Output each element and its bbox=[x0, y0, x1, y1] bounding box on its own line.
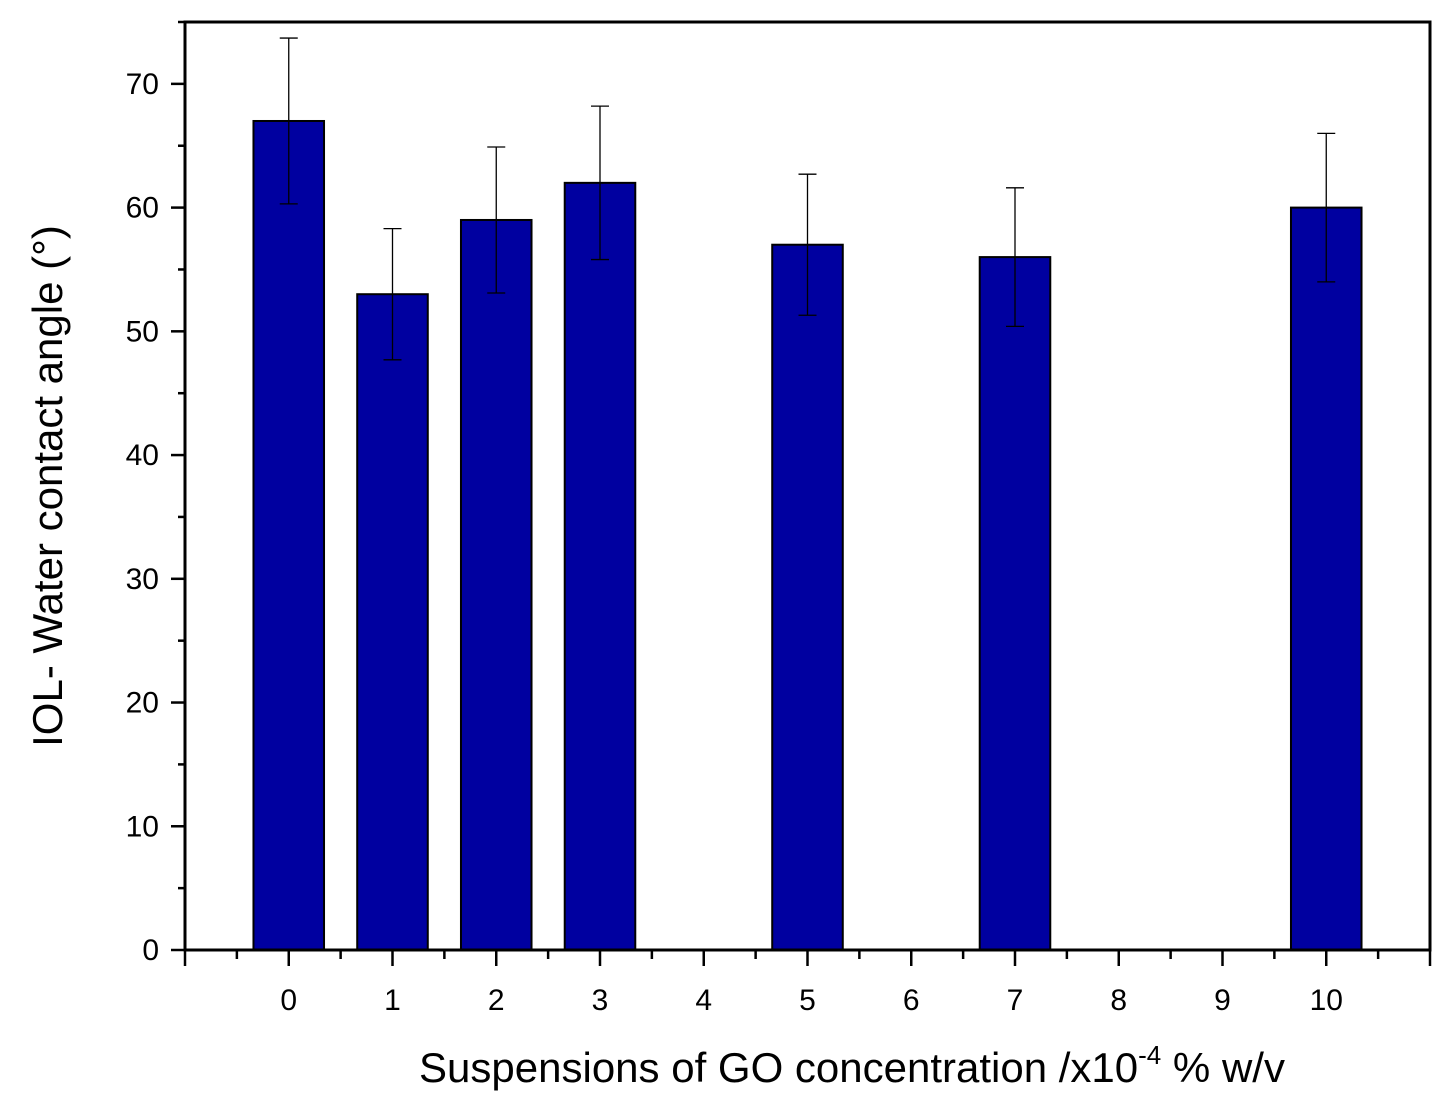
x-tick-label-0: 0 bbox=[280, 984, 297, 1017]
x-axis-title-superscript: -4 bbox=[1138, 1040, 1161, 1070]
x-tick-label-4: 4 bbox=[695, 984, 712, 1017]
x-tick-label-10: 10 bbox=[1310, 984, 1343, 1017]
y-tick-label-10: 10 bbox=[126, 810, 159, 843]
bar-3 bbox=[563, 181, 637, 951]
x-axis-title-main: Suspensions of GO concentration /x10 bbox=[419, 1044, 1138, 1091]
bar-7 bbox=[978, 256, 1052, 951]
x-tick-label-3: 3 bbox=[592, 984, 609, 1017]
x-axis-title: Suspensions of GO concentration /x10-4 %… bbox=[419, 1040, 1285, 1091]
x-tick-label-2: 2 bbox=[488, 984, 505, 1017]
y-tick-label-30: 30 bbox=[126, 563, 159, 596]
y-axis: 0 10 20 30 40 50 60 70 bbox=[126, 20, 185, 967]
x-axis: 0 1 2 3 4 5 6 7 8 9 10 bbox=[183, 950, 1432, 1017]
x-tick-label-1: 1 bbox=[384, 984, 401, 1017]
y-tick-label-0: 0 bbox=[142, 934, 159, 967]
y-tick-label-50: 50 bbox=[126, 315, 159, 348]
x-tick-label-5: 5 bbox=[799, 984, 816, 1017]
y-tick-label-60: 60 bbox=[126, 192, 159, 225]
bar-2 bbox=[459, 218, 533, 951]
bar-0 bbox=[252, 119, 326, 951]
bar-10 bbox=[1289, 206, 1363, 952]
y-tick-label-20: 20 bbox=[126, 687, 159, 720]
bars-layer bbox=[252, 119, 1363, 952]
y-tick-label-70: 70 bbox=[126, 68, 159, 101]
y-axis-title: IOL- Water contact angle (°) bbox=[24, 225, 71, 747]
y-tick-label-40: 40 bbox=[126, 439, 159, 472]
x-axis-title-unit: % w/v bbox=[1161, 1044, 1285, 1091]
x-tick-label-8: 8 bbox=[1110, 984, 1127, 1017]
x-tick-label-6: 6 bbox=[903, 984, 920, 1017]
bar-5 bbox=[771, 243, 844, 952]
x-tick-label-9: 9 bbox=[1214, 984, 1231, 1017]
bar-1 bbox=[356, 293, 429, 952]
error-bars-layer bbox=[279, 37, 1336, 361]
x-tick-label-7: 7 bbox=[1007, 984, 1024, 1017]
